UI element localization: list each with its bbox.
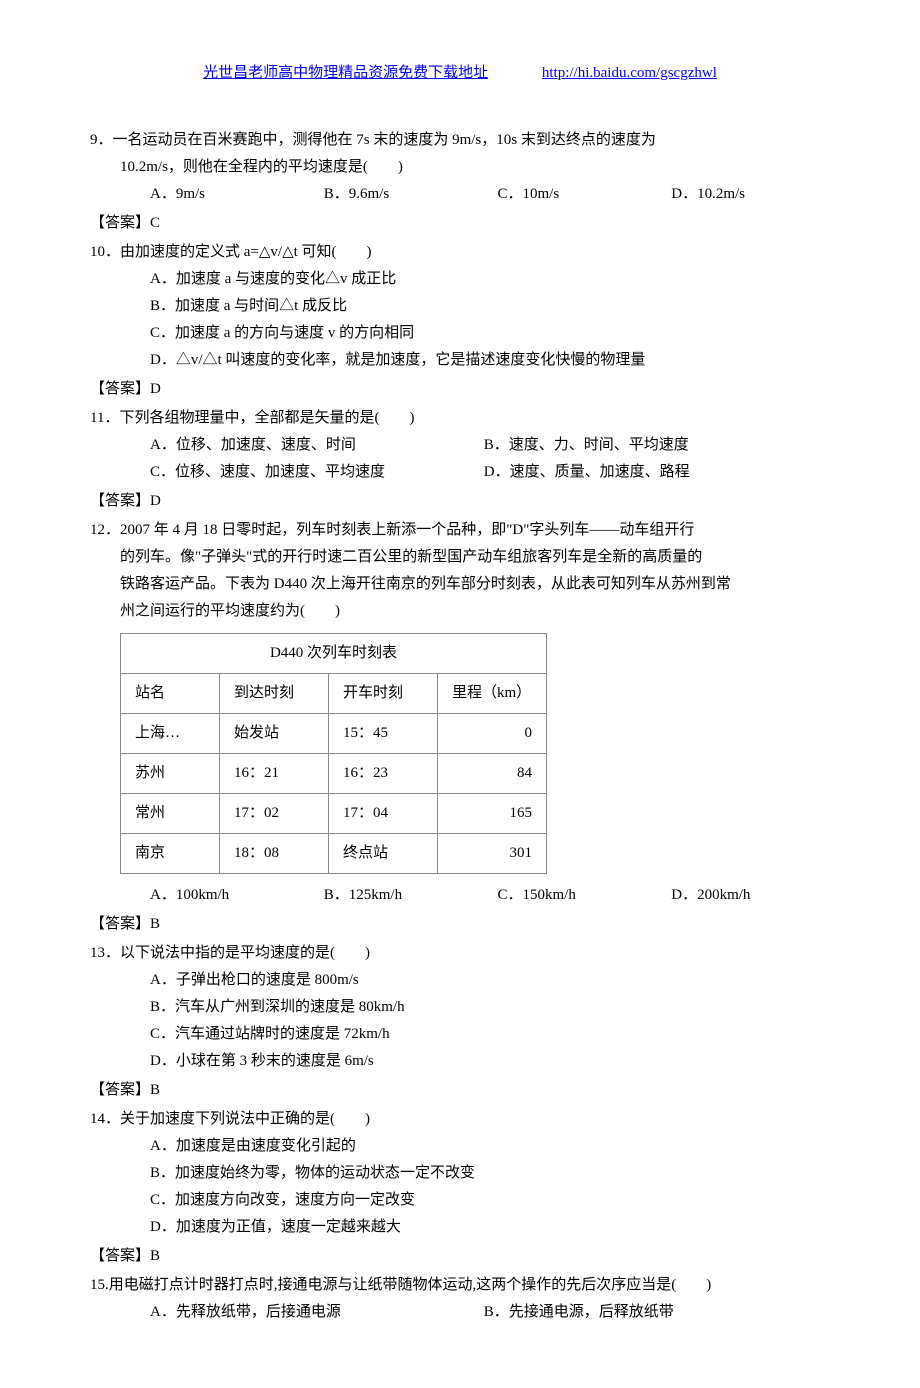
q11-option-a: A．位移、加速度、速度、时间 [150,432,480,459]
q14-option-c: C．加速度方向改变，速度方向一定改变 [90,1187,830,1214]
th-arrive: 到达时刻 [220,674,329,714]
q11-option-b: B．速度、力、时间、平均速度 [484,432,689,459]
q10-option-d: D．△v/△t 叫速度的变化率，就是加速度，它是描述速度变化快慢的物理量 [90,347,830,374]
q12-text: 12．2007 年 4 月 18 日零时起，列车时刻表上新添一个品种，即"D"字… [90,517,830,544]
q14-answer: 【答案】B [90,1243,830,1270]
cell-arrive: 18：08 [220,834,329,874]
q9-answer: 【答案】C [90,210,830,237]
th-depart: 开车时刻 [329,674,438,714]
q13-text: 13．以下说法中指的是平均速度的是( ) [90,940,830,967]
q13-option-c: C．汽车通过站牌时的速度是 72km/h [90,1021,830,1048]
cell-arrive: 17：02 [220,794,329,834]
q10-option-b: B．加速度 a 与时间△t 成反比 [90,293,830,320]
cell-station: 上海… [121,714,220,754]
table-row: 常州 17：02 17：04 165 [121,794,547,834]
table-header-row: 站名 到达时刻 开车时刻 里程（km） [121,674,547,714]
q15-text: 15.用电磁打点计时器打点时,接通电源与让纸带随物体运动,这两个操作的先后次序应… [90,1272,830,1299]
q12-options: A．100km/h B．125km/h C．150km/h D．200km/h [90,882,830,909]
table-row: 南京 18：08 终点站 301 [121,834,547,874]
question-9: 9．一名运动员在百米赛跑中，测得他在 7s 末的速度为 9m/s，10s 末到达… [90,127,830,208]
table-caption-row: D440 次列车时刻表 [121,634,547,674]
question-11: 11．下列各组物理量中，全部都是矢量的是( ) A．位移、加速度、速度、时间 B… [90,405,830,486]
q10-option-c: C．加速度 a 的方向与速度 v 的方向相同 [90,320,830,347]
q13-option-b: B．汽车从广州到深圳的速度是 80km/h [90,994,830,1021]
q12-cont2: 铁路客运产品。下表为 D440 次上海开往南京的列车部分时刻表，从此表可知列车从… [90,571,830,598]
page-header: 光世昌老师高中物理精品资源免费下载地址 http://hi.baidu.com/… [90,60,830,87]
q12-option-b: B．125km/h [324,882,494,909]
q9-option-c: C．10m/s [498,181,668,208]
cell-dist: 0 [438,714,547,754]
q14-option-a: A．加速度是由速度变化引起的 [90,1133,830,1160]
question-12: 12．2007 年 4 月 18 日零时起，列车时刻表上新添一个品种，即"D"字… [90,517,830,909]
q9-option-a: A．9m/s [150,181,320,208]
q9-text: 9．一名运动员在百米赛跑中，测得他在 7s 末的速度为 9m/s，10s 末到达… [90,127,830,154]
q12-option-a: A．100km/h [150,882,320,909]
q11-options-row1: A．位移、加速度、速度、时间 B．速度、力、时间、平均速度 [90,432,830,459]
cell-station: 南京 [121,834,220,874]
q11-text: 11．下列各组物理量中，全部都是矢量的是( ) [90,405,830,432]
q11-answer: 【答案】D [90,488,830,515]
question-15: 15.用电磁打点计时器打点时,接通电源与让纸带随物体运动,这两个操作的先后次序应… [90,1272,830,1326]
q12-answer: 【答案】B [90,911,830,938]
q13-answer: 【答案】B [90,1077,830,1104]
train-timetable: D440 次列车时刻表 站名 到达时刻 开车时刻 里程（km） 上海… 始发站 … [120,633,547,874]
q12-cont1: 的列车。像"子弹头"式的开行时速二百公里的新型国产动车组旅客列车是全新的高质量的 [90,544,830,571]
cell-dist: 165 [438,794,547,834]
th-station: 站名 [121,674,220,714]
q15-options-row1: A．先释放纸带，后接通电源 B．先接通电源，后释放纸带 [90,1299,830,1326]
cell-depart: 终点站 [329,834,438,874]
q11-option-d: D．速度、质量、加速度、路程 [484,459,690,486]
cell-depart: 16：23 [329,754,438,794]
cell-station: 常州 [121,794,220,834]
question-10: 10．由加速度的定义式 a=△v/△t 可知( ) A．加速度 a 与速度的变化… [90,239,830,374]
q9-option-d: D．10.2m/s [671,181,791,208]
question-14: 14．关于加速度下列说法中正确的是( ) A．加速度是由速度变化引起的 B．加速… [90,1106,830,1241]
q15-option-a: A．先释放纸带，后接通电源 [150,1299,480,1326]
cell-depart: 17：04 [329,794,438,834]
th-dist: 里程（km） [438,674,547,714]
q15-option-b: B．先接通电源，后释放纸带 [484,1299,674,1326]
table-caption: D440 次列车时刻表 [121,634,547,674]
cell-dist: 84 [438,754,547,794]
table-row: 上海… 始发站 15：45 0 [121,714,547,754]
q9-continuation: 10.2m/s，则他在全程内的平均速度是( ) [90,154,830,181]
header-title-link[interactable]: 光世昌老师高中物理精品资源免费下载地址 [203,65,488,81]
q12-option-d: D．200km/h [671,882,791,909]
q13-option-a: A．子弹出枪口的速度是 800m/s [90,967,830,994]
cell-arrive: 16：21 [220,754,329,794]
question-13: 13．以下说法中指的是平均速度的是( ) A．子弹出枪口的速度是 800m/s … [90,940,830,1075]
q9-option-b: B．9.6m/s [324,181,494,208]
q9-options: A．9m/s B．9.6m/s C．10m/s D．10.2m/s [90,181,830,208]
cell-arrive: 始发站 [220,714,329,754]
q14-option-b: B．加速度始终为零，物体的运动状态一定不改变 [90,1160,830,1187]
table-row: 苏州 16：21 16：23 84 [121,754,547,794]
cell-depart: 15：45 [329,714,438,754]
q10-answer: 【答案】D [90,376,830,403]
q12-option-c: C．150km/h [498,882,668,909]
q13-option-d: D．小球在第 3 秒末的速度是 6m/s [90,1048,830,1075]
q11-options-row2: C．位移、速度、加速度、平均速度 D．速度、质量、加速度、路程 [90,459,830,486]
q10-option-a: A．加速度 a 与速度的变化△v 成正比 [90,266,830,293]
q14-text: 14．关于加速度下列说法中正确的是( ) [90,1106,830,1133]
q10-text: 10．由加速度的定义式 a=△v/△t 可知( ) [90,239,830,266]
cell-dist: 301 [438,834,547,874]
header-url-link[interactable]: http://hi.baidu.com/gscgzhwl [542,65,717,81]
cell-station: 苏州 [121,754,220,794]
q11-option-c: C．位移、速度、加速度、平均速度 [150,459,480,486]
q14-option-d: D．加速度为正值，速度一定越来越大 [90,1214,830,1241]
q12-cont3: 州之间运行的平均速度约为( ) [90,598,830,625]
